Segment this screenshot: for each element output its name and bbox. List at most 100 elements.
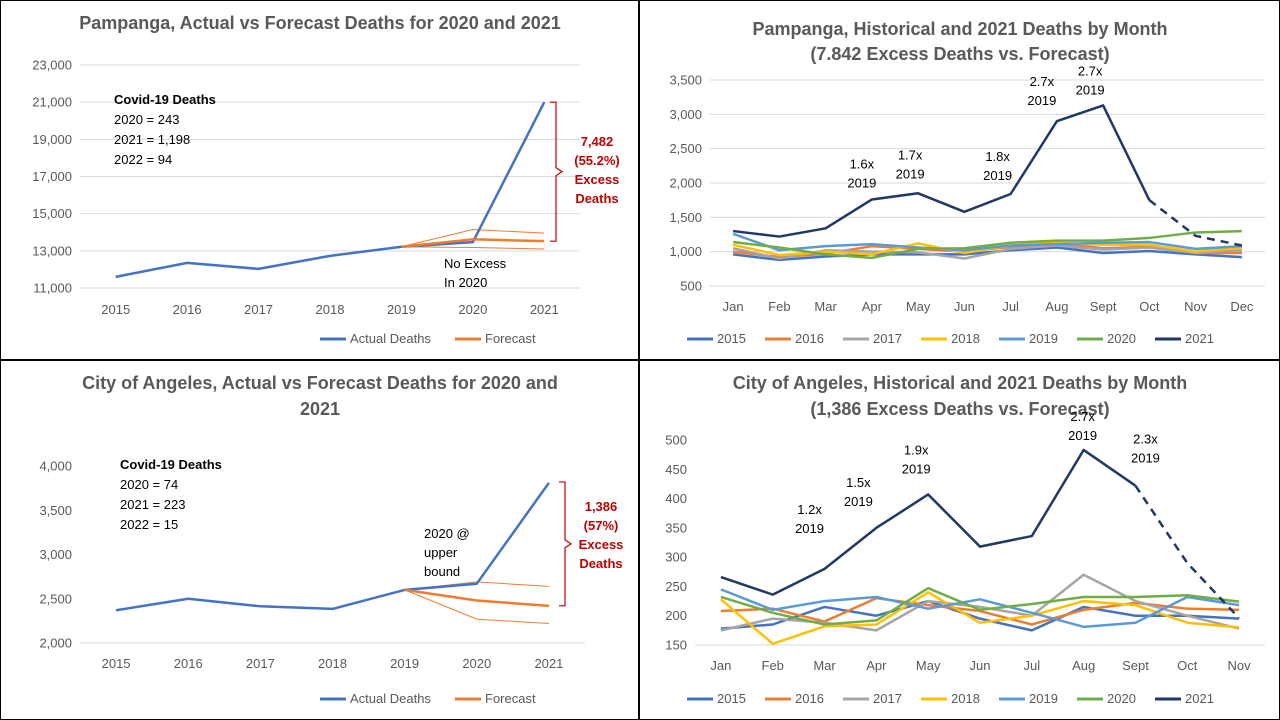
pampanga-monthly-chart-panel: Pampanga, Historical and 2021 Deaths by … <box>640 0 1280 360</box>
ratio-annotation: 2019 <box>1068 428 1097 443</box>
x-tick-label: Mar <box>814 299 837 314</box>
x-tick-label: 2020 <box>458 302 487 317</box>
chart-title-line: Pampanga, Historical and 2021 Deaths by … <box>752 19 1167 39</box>
series-line-actual-deaths <box>115 101 546 279</box>
outer-border-left <box>0 0 1 720</box>
legend-label: 2019 <box>1029 331 1058 346</box>
legend-label: 2017 <box>873 331 902 346</box>
excess-deaths-label: Deaths <box>579 556 622 571</box>
note-label: 2020 @ <box>424 526 470 541</box>
forecast-bound-line <box>401 228 545 248</box>
note-label: bound <box>424 564 460 579</box>
y-tick-label: 350 <box>665 520 687 535</box>
pampanga-annual-chart-panel: Pampanga, Actual vs Forecast Deaths for … <box>0 0 640 360</box>
y-tick-label: 13,000 <box>32 243 72 258</box>
series-line-forecast <box>404 588 550 608</box>
series-line-2020 <box>720 586 1240 626</box>
x-tick-label: Sept <box>1122 658 1149 673</box>
excess-deaths-label: Excess <box>575 172 620 187</box>
x-tick-label: Nov <box>1184 299 1208 314</box>
y-tick-label: 150 <box>665 638 687 653</box>
x-tick-label: Aug <box>1045 299 1068 314</box>
ratio-annotation: 1.2x <box>797 502 822 517</box>
x-tick-label: Jan <box>723 299 744 314</box>
y-tick-label: 1,500 <box>669 210 702 225</box>
x-tick-label: Apr <box>866 658 887 673</box>
x-tick-label: 2021 <box>530 302 559 317</box>
ratio-annotation: 2.7x <box>1078 63 1103 78</box>
y-tick-label: 21,000 <box>32 95 72 110</box>
x-tick-label: Aug <box>1072 658 1095 673</box>
ratio-annotation: 2.7x <box>1070 409 1095 424</box>
x-tick-label: Jun <box>954 299 975 314</box>
angeles-annual-chart: City of Angeles, Actual vs Forecast Deat… <box>39 373 624 706</box>
legend-label: Forecast <box>485 331 536 346</box>
x-tick-label: Feb <box>768 299 790 314</box>
series-line-actual-deaths <box>115 482 550 612</box>
series-line-2018 <box>720 591 1240 646</box>
ratio-annotation: 1.8x <box>985 149 1010 164</box>
covid-deaths-line: 2020 = 74 <box>120 477 178 492</box>
horizontal-divider <box>0 359 1280 361</box>
chart-title: Pampanga, Actual vs Forecast Deaths for … <box>79 13 561 33</box>
x-tick-label: Mar <box>813 658 836 673</box>
angeles-monthly-chart: City of Angeles, Historical and 2021 Dea… <box>665 373 1265 706</box>
y-tick-label: 2,000 <box>669 176 702 191</box>
legend-label: 2019 <box>1029 691 1058 706</box>
outer-border-top <box>0 0 1280 1</box>
y-tick-label: 3,500 <box>669 73 702 88</box>
angeles-monthly-chart-panel: City of Angeles, Historical and 2021 Dea… <box>640 360 1280 720</box>
ratio-annotation: 2019 <box>847 175 876 190</box>
y-tick-label: 400 <box>665 491 687 506</box>
x-tick-label: Jul <box>1024 658 1041 673</box>
y-tick-label: 4,000 <box>39 459 72 474</box>
x-tick-label: Oct <box>1177 658 1198 673</box>
series-line-2021 <box>732 104 1151 238</box>
x-tick-label: 2021 <box>534 656 563 671</box>
covid-deaths-line: 2022 = 94 <box>114 152 172 167</box>
x-tick-label: May <box>916 658 941 673</box>
ratio-annotation: 2019 <box>902 461 931 476</box>
pampanga-annual-chart: Pampanga, Actual vs Forecast Deaths for … <box>32 13 620 346</box>
x-tick-label: 2017 <box>246 656 275 671</box>
covid-deaths-heading: Covid-19 Deaths <box>120 457 222 472</box>
legend-label: 2015 <box>717 691 746 706</box>
y-tick-label: 200 <box>665 608 687 623</box>
covid-deaths-line: 2021 = 1,198 <box>114 132 190 147</box>
x-tick-label: Jan <box>710 658 731 673</box>
pampanga-monthly-chart: Pampanga, Historical and 2021 Deaths by … <box>669 19 1265 346</box>
chart-title-line: (7.842 Excess Deaths vs. Forecast) <box>810 44 1109 64</box>
legend-label: 2021 <box>1185 691 1214 706</box>
y-tick-label: 1,000 <box>669 244 702 259</box>
ratio-annotation: 2019 <box>1131 451 1160 466</box>
y-tick-label: 2,000 <box>39 636 72 651</box>
excess-deaths-label: Deaths <box>575 191 618 206</box>
x-tick-label: Jul <box>1002 299 1019 314</box>
x-tick-label: 2019 <box>387 302 416 317</box>
x-tick-label: Nov <box>1228 658 1252 673</box>
x-tick-label: 2018 <box>316 302 345 317</box>
forecast-bound-line <box>401 246 545 250</box>
x-tick-label: 2017 <box>244 302 273 317</box>
series-line-2020 <box>732 229 1242 260</box>
ratio-annotation: 2019 <box>1076 82 1105 97</box>
series-line-forecast <box>401 238 545 248</box>
x-tick-label: 2016 <box>174 656 203 671</box>
chart-title-line: (1,386 Excess Deaths vs. Forecast) <box>810 399 1109 419</box>
series-line-2015 <box>732 246 1242 262</box>
excess-deaths-label: Excess <box>579 537 624 552</box>
ratio-annotation: 1.6x <box>850 156 875 171</box>
y-tick-label: 300 <box>665 550 687 565</box>
covid-deaths-heading: Covid-19 Deaths <box>114 92 216 107</box>
y-tick-label: 3,000 <box>39 547 72 562</box>
legend-label: 2021 <box>1185 331 1214 346</box>
y-tick-label: 15,000 <box>32 206 72 221</box>
ratio-annotation: 1.9x <box>904 442 929 457</box>
forecast-bound-line <box>404 589 549 625</box>
legend-label: 2017 <box>873 691 902 706</box>
ratio-annotation: 2019 <box>795 521 824 536</box>
series-line-2021 <box>720 448 1137 596</box>
excess-deaths-label: (57%) <box>584 518 619 533</box>
y-tick-label: 23,000 <box>32 58 72 73</box>
y-tick-label: 2,500 <box>669 141 702 156</box>
